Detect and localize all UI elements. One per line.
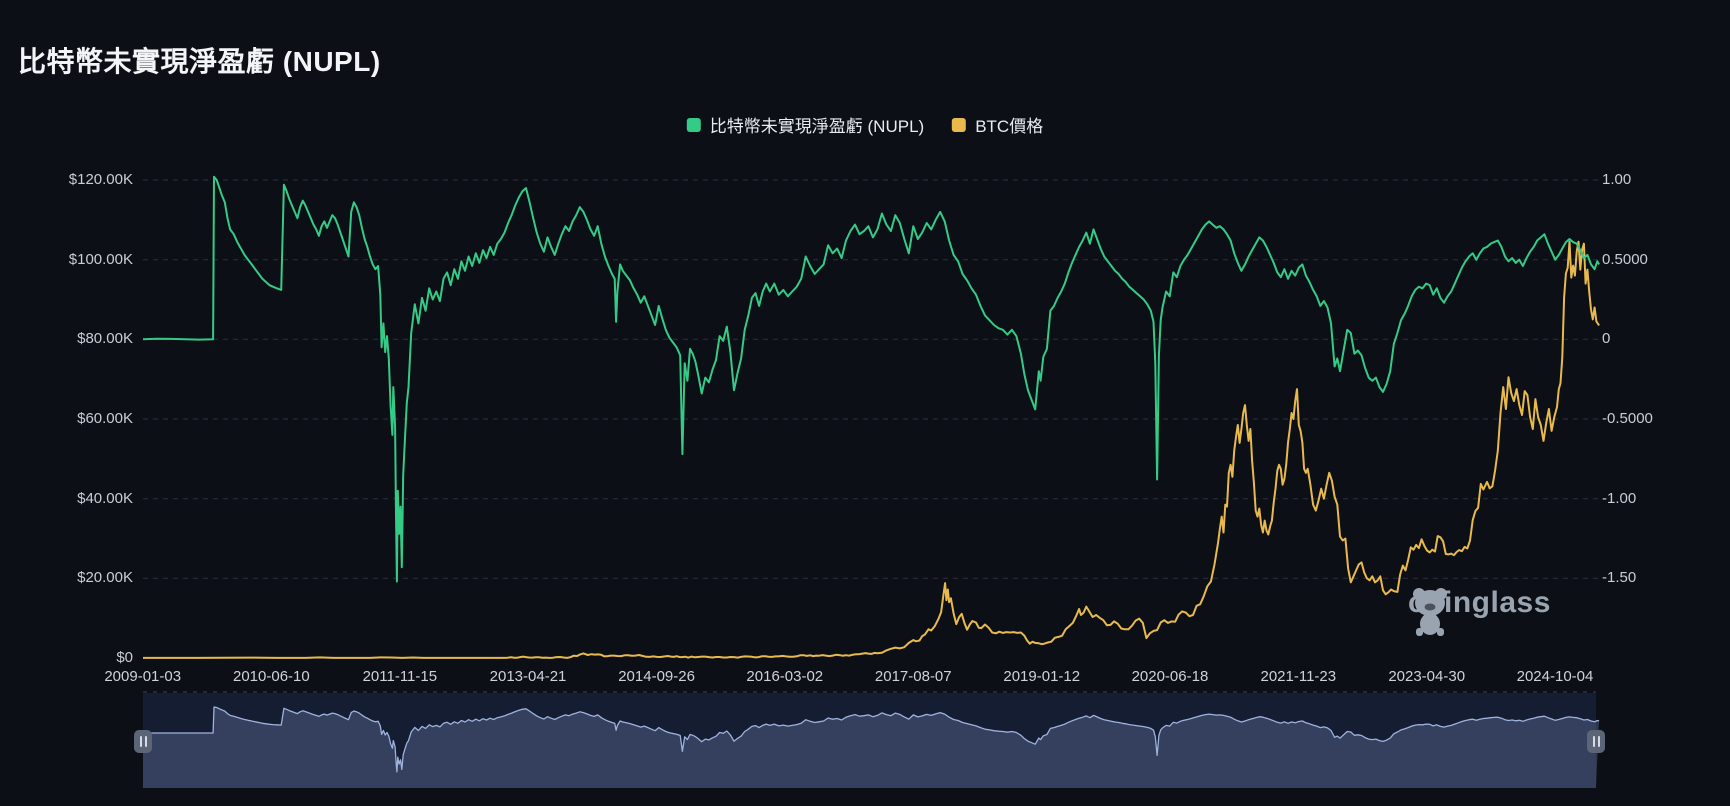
y-axis-left-tick-label: $20.00K: [77, 569, 133, 587]
y-axis-right-tick-label: -0.5000: [1602, 410, 1653, 427]
y-axis-right-tick-label: 0.5000: [1602, 250, 1648, 268]
y-axis-left-tick-label: $120.00K: [68, 171, 133, 188]
legend-swatch-nupl-icon: [686, 117, 701, 132]
x-axis-tick-label: 2021-11-23: [1260, 668, 1337, 685]
legend-item-btc-price[interactable]: BTC價格: [952, 112, 1043, 137]
chart-legend: 比特幣未實現淨盈虧 (NUPL) BTC價格: [686, 112, 1043, 137]
y-axis-right-tick-label: 0: [1602, 330, 1611, 348]
navigator-track[interactable]: [143, 693, 1596, 788]
y-axis-right-tick-label: -1.50: [1602, 569, 1637, 587]
x-axis-tick-label: 2016-03-02: [746, 668, 824, 685]
legend-item-nupl[interactable]: 比特幣未實現淨盈虧 (NUPL): [686, 112, 925, 137]
legend-label-nupl: 比特幣未實現淨盈虧 (NUPL): [709, 117, 925, 136]
y-axis-left-tick-label: $40.00K: [77, 489, 133, 507]
legend-label-btc-price: BTC價格: [975, 117, 1044, 136]
y-axis-right-tick-label: 1.00: [1602, 171, 1632, 188]
x-axis-tick-label: 2017-08-07: [874, 668, 952, 685]
x-axis-tick-label: 2020-06-18: [1131, 668, 1209, 685]
y-axis-left-tick-label: $100.00K: [68, 250, 133, 268]
x-axis-tick-label: 2024-10-04: [1516, 668, 1594, 685]
y-axis-left-tick-label: $0: [116, 649, 133, 666]
x-axis-tick-label: 2019-01-12: [1003, 668, 1081, 685]
nupl-series-line: [142, 175, 1600, 583]
navigator-handle-right[interactable]: [1587, 730, 1605, 753]
y-axis-left-tick-label: $60.00K: [77, 410, 133, 427]
coinglass-watermark: coinglass: [1408, 586, 1551, 636]
navigator-area[interactable]: [143, 707, 1600, 788]
navigator-line: [143, 706, 1600, 773]
x-axis-tick-label: 2010-06-10: [233, 668, 310, 685]
x-axis-tick-label: 2014-09-26: [618, 668, 695, 685]
y-axis-left-tick-label: $80.00K: [77, 330, 133, 348]
btc-price-series-line: [143, 240, 1600, 659]
y-axis-right-tick-label: -1.00: [1602, 489, 1637, 507]
x-axis-tick-label: 2023-04-30: [1388, 668, 1466, 685]
page-title: 比特幣未實現淨盈虧 (NUPL): [18, 46, 381, 77]
legend-swatch-btc-icon: [952, 117, 967, 132]
navigator-handle-left[interactable]: [134, 730, 152, 753]
x-axis-tick-label: 2011-11-15: [362, 668, 438, 685]
x-axis-tick-label: 2009-01-03: [104, 668, 182, 685]
x-axis-tick-label: 2013-04-21: [489, 668, 567, 685]
coinglass-logo-icon: [1413, 588, 1447, 636]
